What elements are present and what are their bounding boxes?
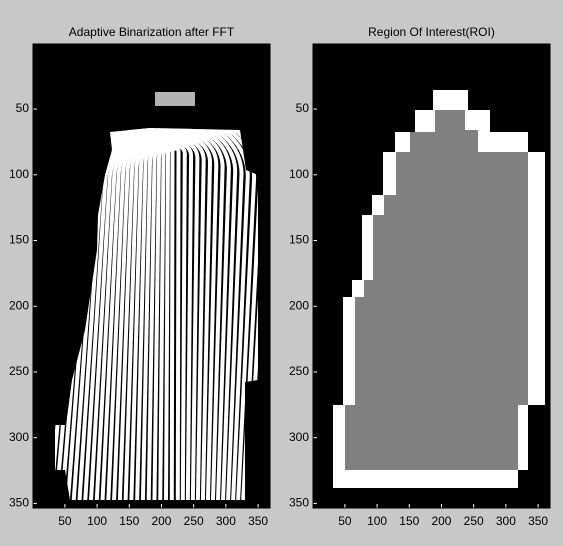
- page: {"chart_data": [ {"type": "image", "titl…: [0, 0, 563, 546]
- y-tick-label: 350: [9, 496, 29, 510]
- x-tick-label: 150: [119, 514, 139, 528]
- x-tick-label: 50: [58, 514, 72, 528]
- x-tick-label: 300: [216, 514, 236, 528]
- y-tick-label: 150: [9, 233, 29, 247]
- fingerprint-fragment: [155, 92, 195, 106]
- chart-title: Adaptive Binarization after FFT: [69, 25, 235, 39]
- y-tick-label: 150: [289, 233, 309, 247]
- x-tick-label: 150: [399, 514, 419, 528]
- x-tick-label: 200: [151, 514, 171, 528]
- chart-title: Region Of Interest(ROI): [368, 25, 495, 39]
- y-tick-label: 50: [296, 101, 310, 115]
- x-tick-label: 200: [431, 514, 451, 528]
- x-tick-label: 100: [367, 514, 387, 528]
- y-tick-label: 50: [16, 101, 30, 115]
- x-tick-label: 250: [184, 514, 204, 528]
- x-tick-label: 100: [87, 514, 107, 528]
- y-tick-label: 200: [9, 298, 29, 312]
- figure: Adaptive Binarization after FFT 50 100 150 2…: [0, 0, 563, 546]
- x-tick-label: 300: [496, 514, 516, 528]
- y-tick-label: 100: [289, 167, 309, 181]
- y-tick-label: 250: [289, 364, 309, 378]
- y-tick-label: 250: [9, 364, 29, 378]
- x-tick-label: 250: [464, 514, 484, 528]
- x-tick-label: 350: [528, 514, 548, 528]
- x-tick-label: 350: [248, 514, 268, 528]
- y-tick-label: 300: [9, 430, 29, 444]
- y-tick-label: 300: [289, 430, 309, 444]
- x-tick-label: 50: [338, 514, 352, 528]
- y-tick-label: 100: [9, 167, 29, 181]
- y-tick-label: 350: [289, 496, 309, 510]
- y-tick-label: 200: [289, 298, 309, 312]
